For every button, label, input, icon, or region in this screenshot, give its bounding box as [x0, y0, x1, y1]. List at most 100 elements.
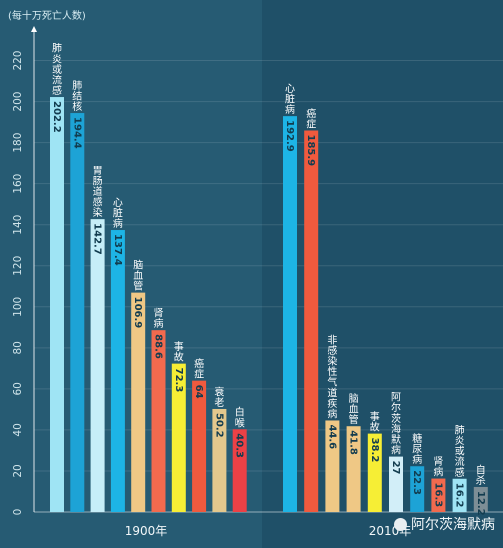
watermark-text: 阿尔茨海默病 [411, 517, 495, 533]
bar-category-label: 脏 [285, 93, 295, 106]
bar-category-label: 喉 [235, 417, 245, 429]
bar-value-label: 192.9 [284, 120, 295, 152]
bar-category-label: 事 [370, 410, 380, 423]
bar-value-label: 12.2 [475, 491, 486, 516]
bar-category-label: 或 [455, 446, 465, 458]
bar-category-label: 感 [327, 344, 337, 357]
bar-category-label: 管 [133, 280, 143, 293]
bar-category-label: 阿 [391, 392, 401, 404]
bar-category-label: 心 [285, 83, 295, 95]
bar-category-label: 尔 [391, 401, 401, 414]
bar-2010-4 [346, 426, 361, 512]
bar-category-label: 肺 [455, 424, 465, 436]
bar-category-label: 道 [327, 386, 337, 399]
bar-1900-3 [90, 219, 105, 512]
y-tick-label: 100 [12, 297, 24, 317]
bar-1900-9 [212, 408, 227, 512]
bar-2010-9 [452, 478, 467, 512]
y-tick-label: 20 [12, 464, 24, 477]
bar-category-label: 肾 [433, 456, 443, 468]
bar-1900-2 [70, 113, 85, 513]
bar-category-label: 老 [214, 396, 224, 409]
bar-category-label: 杀 [476, 474, 486, 487]
y-tick-label: 140 [12, 215, 24, 235]
y-tick-label: 200 [12, 92, 24, 112]
bar-category-label: 气 [327, 376, 337, 389]
bar-2010-5 [367, 433, 382, 512]
bar-value-label: 72.3 [173, 368, 184, 393]
bar-category-label: 病 [412, 453, 422, 466]
y-tick-label: 60 [12, 382, 24, 395]
bar-value-label: 44.6 [326, 424, 337, 449]
bar-category-label: 染 [327, 354, 337, 367]
bar-category-label: 结 [72, 89, 82, 102]
bar-category-label: 肾 [154, 308, 164, 320]
bar-2010-10 [473, 486, 488, 512]
bar-value-label: 27 [390, 461, 401, 475]
bar-value-label: 50.2 [213, 413, 224, 438]
bar-category-label: 道 [93, 185, 103, 198]
bar-category-label: 肺 [72, 80, 82, 92]
bar-category-label: 病 [285, 103, 295, 116]
bar-category-label: 核 [72, 100, 82, 113]
bar-value-label: 88.6 [153, 334, 164, 359]
bar-category-label: 性 [327, 365, 337, 378]
y-tick-label: 220 [12, 50, 24, 70]
y-tick-label: 80 [12, 341, 24, 354]
bar-category-label: 默 [391, 434, 401, 446]
bar-category-label: 感 [455, 466, 465, 479]
bar-value-label: 22.3 [411, 470, 422, 495]
bar-1900-4 [110, 230, 125, 512]
bar-category-label: 心 [113, 197, 123, 209]
bar-category-label: 炎 [52, 53, 62, 65]
bar-category-label: 糖 [412, 432, 422, 445]
bar-category-label: 肠 [93, 175, 103, 187]
bar-category-label: 血 [133, 269, 143, 282]
bar-2010-6 [389, 456, 403, 512]
bar-category-label: 管 [349, 413, 359, 426]
bar-1900-8 [192, 380, 207, 512]
bar-category-label: 脑 [349, 392, 359, 405]
bar-value-label: 16.2 [454, 483, 465, 508]
bar-category-label: 白 [235, 406, 245, 419]
bar-category-label: 流 [52, 73, 62, 86]
bar-category-label: 茨 [391, 412, 401, 425]
bar-category-label: 癌 [306, 107, 316, 120]
bar-value-label: 16.3 [432, 483, 443, 508]
watermark: 阿尔茨海默病 [394, 514, 495, 534]
bar-category-label: 故 [370, 421, 380, 434]
bar-category-label: 事 [174, 340, 184, 353]
bar-2010-7 [410, 466, 425, 512]
bar-category-label: 流 [455, 455, 465, 468]
y-tick-label: 180 [12, 133, 24, 153]
bar-category-label: 病 [154, 317, 164, 330]
bar-1900-5 [131, 292, 146, 512]
bar-category-label: 病 [391, 444, 401, 457]
bar-category-label: 非 [327, 334, 337, 346]
bar-category-label: 病 [433, 466, 443, 479]
bar-value-label: 202.2 [51, 101, 62, 133]
bar-category-label: 症 [194, 368, 204, 381]
bar-category-label: 病 [327, 407, 337, 420]
bar-2010-1 [283, 116, 297, 512]
bar-1900-6 [151, 330, 166, 512]
y-tick-label: 0 [12, 509, 24, 516]
bar-category-label: 血 [349, 403, 359, 416]
bar-value-label: 64 [193, 385, 204, 399]
bar-value-label: 137.4 [112, 234, 123, 266]
bar-value-label: 194.4 [71, 117, 82, 149]
bar-value-label: 40.3 [234, 433, 245, 458]
bar-2010-3 [325, 420, 340, 512]
bar-value-label: 185.9 [305, 135, 316, 167]
y-tick-label: 40 [12, 423, 24, 436]
bar-category-label: 故 [174, 351, 184, 364]
bar-category-label: 炎 [455, 435, 465, 447]
bar-category-label: 自 [476, 463, 486, 476]
bar-category-label: 疾 [327, 397, 337, 410]
bar-category-label: 感 [52, 84, 62, 97]
bar-category-label: 脏 [113, 206, 123, 219]
bar-category-label: 肺 [52, 43, 62, 55]
panel-background-2010 [262, 0, 503, 548]
bar-category-label: 病 [113, 217, 123, 230]
